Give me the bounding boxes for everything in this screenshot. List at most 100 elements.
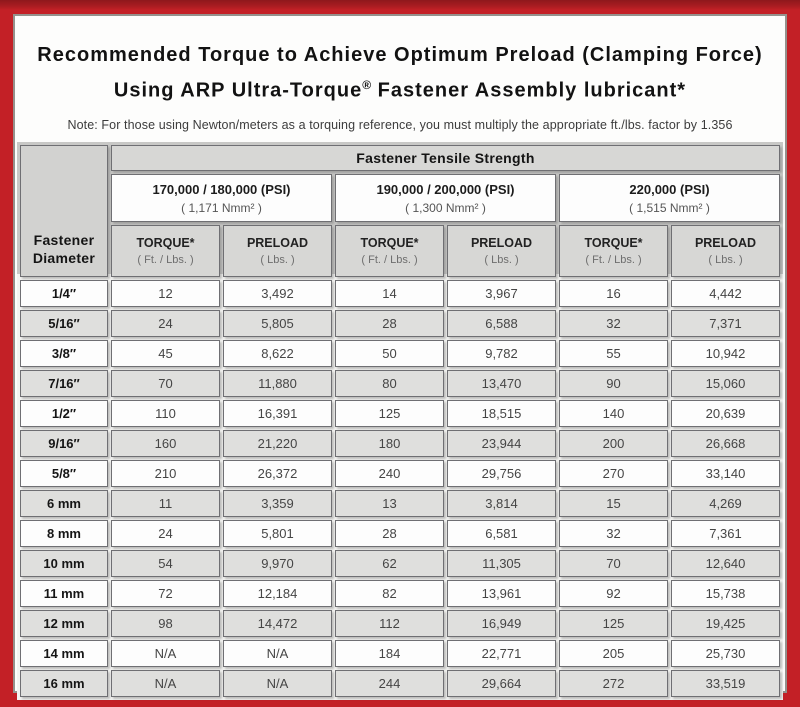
torque-value-cell: 205 bbox=[559, 640, 668, 667]
table-row: 6 mm 11 3,359 13 3,814 15 4,269 bbox=[20, 490, 780, 517]
torque-value-cell: 200 bbox=[559, 430, 668, 457]
torque-value-cell: 160 bbox=[111, 430, 220, 457]
table-row: 1/2″ 110 16,391 125 18,515 140 20,639 bbox=[20, 400, 780, 427]
torque-value-cell: 13 bbox=[335, 490, 444, 517]
preload-units: ( Lbs. ) bbox=[708, 254, 743, 266]
torque-value-cell: 54 bbox=[111, 550, 220, 577]
preload-value-cell: 33,140 bbox=[671, 460, 780, 487]
preload-value-cell: 3,492 bbox=[223, 280, 332, 307]
torque-value-cell: 82 bbox=[335, 580, 444, 607]
fastener-diameter-cell: 11 mm bbox=[20, 580, 108, 607]
preload-value-cell: 26,372 bbox=[223, 460, 332, 487]
title-line-2-rest: Fastener Assembly lubricant* bbox=[371, 79, 687, 102]
fastener-diameter-cell: 6 mm bbox=[20, 490, 108, 517]
fastener-diameter-header-line1: Fastener bbox=[33, 232, 95, 248]
preload-value-cell: 12,184 bbox=[223, 580, 332, 607]
preload-value-cell: 23,944 bbox=[447, 430, 556, 457]
torque-value-cell: 272 bbox=[559, 670, 668, 697]
torque-value-cell: 110 bbox=[111, 400, 220, 427]
preload-value-cell: 6,588 bbox=[447, 310, 556, 337]
torque-value-cell: 80 bbox=[335, 370, 444, 397]
preload-value-cell: 9,970 bbox=[223, 550, 332, 577]
fastener-diameter-cell: 14 mm bbox=[20, 640, 108, 667]
preload-label: PRELOAD bbox=[246, 236, 309, 250]
nmm-label: ( 1,515 Nmm² ) bbox=[629, 200, 710, 215]
table-row: 1/4″ 12 3,492 14 3,967 16 4,442 bbox=[20, 280, 780, 307]
torque-value-cell: 11 bbox=[111, 490, 220, 517]
torque-value-cell: 244 bbox=[335, 670, 444, 697]
torque-units: ( Ft. / Lbs. ) bbox=[137, 254, 194, 266]
preload-units: ( Lbs. ) bbox=[484, 254, 519, 266]
torque-label: TORQUE* bbox=[136, 236, 195, 250]
preload-value-cell: 13,470 bbox=[447, 370, 556, 397]
table-row: 7/16″ 70 11,880 80 13,470 90 15,060 bbox=[20, 370, 780, 397]
preload-value-cell: 4,442 bbox=[671, 280, 780, 307]
page-title: Recommended Torque to Achieve Optimum Pr… bbox=[15, 40, 785, 106]
preload-column-header-3: PRELOAD ( Lbs. ) bbox=[671, 225, 780, 277]
table-header: Fastener Diameter Fastener Tensile Stren… bbox=[20, 145, 780, 277]
fastener-diameter-cell: 16 mm bbox=[20, 670, 108, 697]
table-row: 5/8″ 210 26,372 240 29,756 270 33,140 bbox=[20, 460, 780, 487]
preload-value-cell: 7,361 bbox=[671, 520, 780, 547]
content-panel: Recommended Torque to Achieve Optimum Pr… bbox=[13, 14, 787, 700]
torque-value-cell: 70 bbox=[559, 550, 668, 577]
preload-value-cell: 20,639 bbox=[671, 400, 780, 427]
torque-value-cell: 125 bbox=[335, 400, 444, 427]
table-row: 11 mm 72 12,184 82 13,961 92 15,738 bbox=[20, 580, 780, 607]
psi-label: 190,000 / 200,000 (PSI) bbox=[376, 181, 515, 197]
preload-column-header-2: PRELOAD ( Lbs. ) bbox=[447, 225, 556, 277]
table-row: 8 mm 24 5,801 28 6,581 32 7,361 bbox=[20, 520, 780, 547]
fastener-diameter-cell: 7/16″ bbox=[20, 370, 108, 397]
psi-header-row: 170,000 / 180,000 (PSI) ( 1,171 Nmm² ) 1… bbox=[20, 174, 780, 222]
preload-value-cell: N/A bbox=[223, 670, 332, 697]
fastener-diameter-cell: 1/2″ bbox=[20, 400, 108, 427]
torque-value-cell: 32 bbox=[559, 310, 668, 337]
torque-value-cell: 72 bbox=[111, 580, 220, 607]
preload-value-cell: N/A bbox=[223, 640, 332, 667]
psi-label: 170,000 / 180,000 (PSI) bbox=[152, 181, 291, 197]
preload-value-cell: 29,756 bbox=[447, 460, 556, 487]
torque-label: TORQUE* bbox=[584, 236, 643, 250]
preload-units: ( Lbs. ) bbox=[260, 254, 295, 266]
preload-value-cell: 16,949 bbox=[447, 610, 556, 637]
torque-value-cell: 14 bbox=[335, 280, 444, 307]
torque-value-cell: 50 bbox=[335, 340, 444, 367]
preload-value-cell: 13,961 bbox=[447, 580, 556, 607]
torque-column-header-3: TORQUE* ( Ft. / Lbs. ) bbox=[559, 225, 668, 277]
psi-group-190-200: 190,000 / 200,000 (PSI) ( 1,300 Nmm² ) bbox=[335, 174, 556, 222]
tensile-strength-header: Fastener Tensile Strength bbox=[111, 145, 780, 171]
preload-value-cell: 29,664 bbox=[447, 670, 556, 697]
preload-value-cell: 4,269 bbox=[671, 490, 780, 517]
torque-value-cell: 12 bbox=[111, 280, 220, 307]
torque-value-cell: 55 bbox=[559, 340, 668, 367]
preload-value-cell: 12,640 bbox=[671, 550, 780, 577]
torque-value-cell: 28 bbox=[335, 310, 444, 337]
preload-value-cell: 33,519 bbox=[671, 670, 780, 697]
preload-value-cell: 7,371 bbox=[671, 310, 780, 337]
torque-value-cell: N/A bbox=[111, 640, 220, 667]
fastener-diameter-cell: 5/8″ bbox=[20, 460, 108, 487]
table-row: 14 mm N/A N/A 184 22,771 205 25,730 bbox=[20, 640, 780, 667]
torque-spec-table: Fastener Diameter Fastener Tensile Stren… bbox=[17, 142, 783, 700]
preload-value-cell: 3,967 bbox=[447, 280, 556, 307]
fastener-diameter-cell: 9/16″ bbox=[20, 430, 108, 457]
torque-value-cell: 32 bbox=[559, 520, 668, 547]
torque-value-cell: 45 bbox=[111, 340, 220, 367]
preload-value-cell: 10,942 bbox=[671, 340, 780, 367]
torque-value-cell: 90 bbox=[559, 370, 668, 397]
table-row: 9/16″ 160 21,220 180 23,944 200 26,668 bbox=[20, 430, 780, 457]
fastener-diameter-cell: 3/8″ bbox=[20, 340, 108, 367]
torque-units: ( Ft. / Lbs. ) bbox=[361, 254, 418, 266]
note-text: Note: For those using Newton/meters as a… bbox=[67, 117, 733, 132]
table-row: 12 mm 98 14,472 112 16,949 125 19,425 bbox=[20, 610, 780, 637]
preload-value-cell: 14,472 bbox=[223, 610, 332, 637]
preload-value-cell: 15,060 bbox=[671, 370, 780, 397]
preload-value-cell: 5,805 bbox=[223, 310, 332, 337]
torque-value-cell: 62 bbox=[335, 550, 444, 577]
preload-value-cell: 9,782 bbox=[447, 340, 556, 367]
preload-value-cell: 16,391 bbox=[223, 400, 332, 427]
preload-value-cell: 18,515 bbox=[447, 400, 556, 427]
preload-value-cell: 19,425 bbox=[671, 610, 780, 637]
torque-value-cell: 240 bbox=[335, 460, 444, 487]
preload-value-cell: 5,801 bbox=[223, 520, 332, 547]
